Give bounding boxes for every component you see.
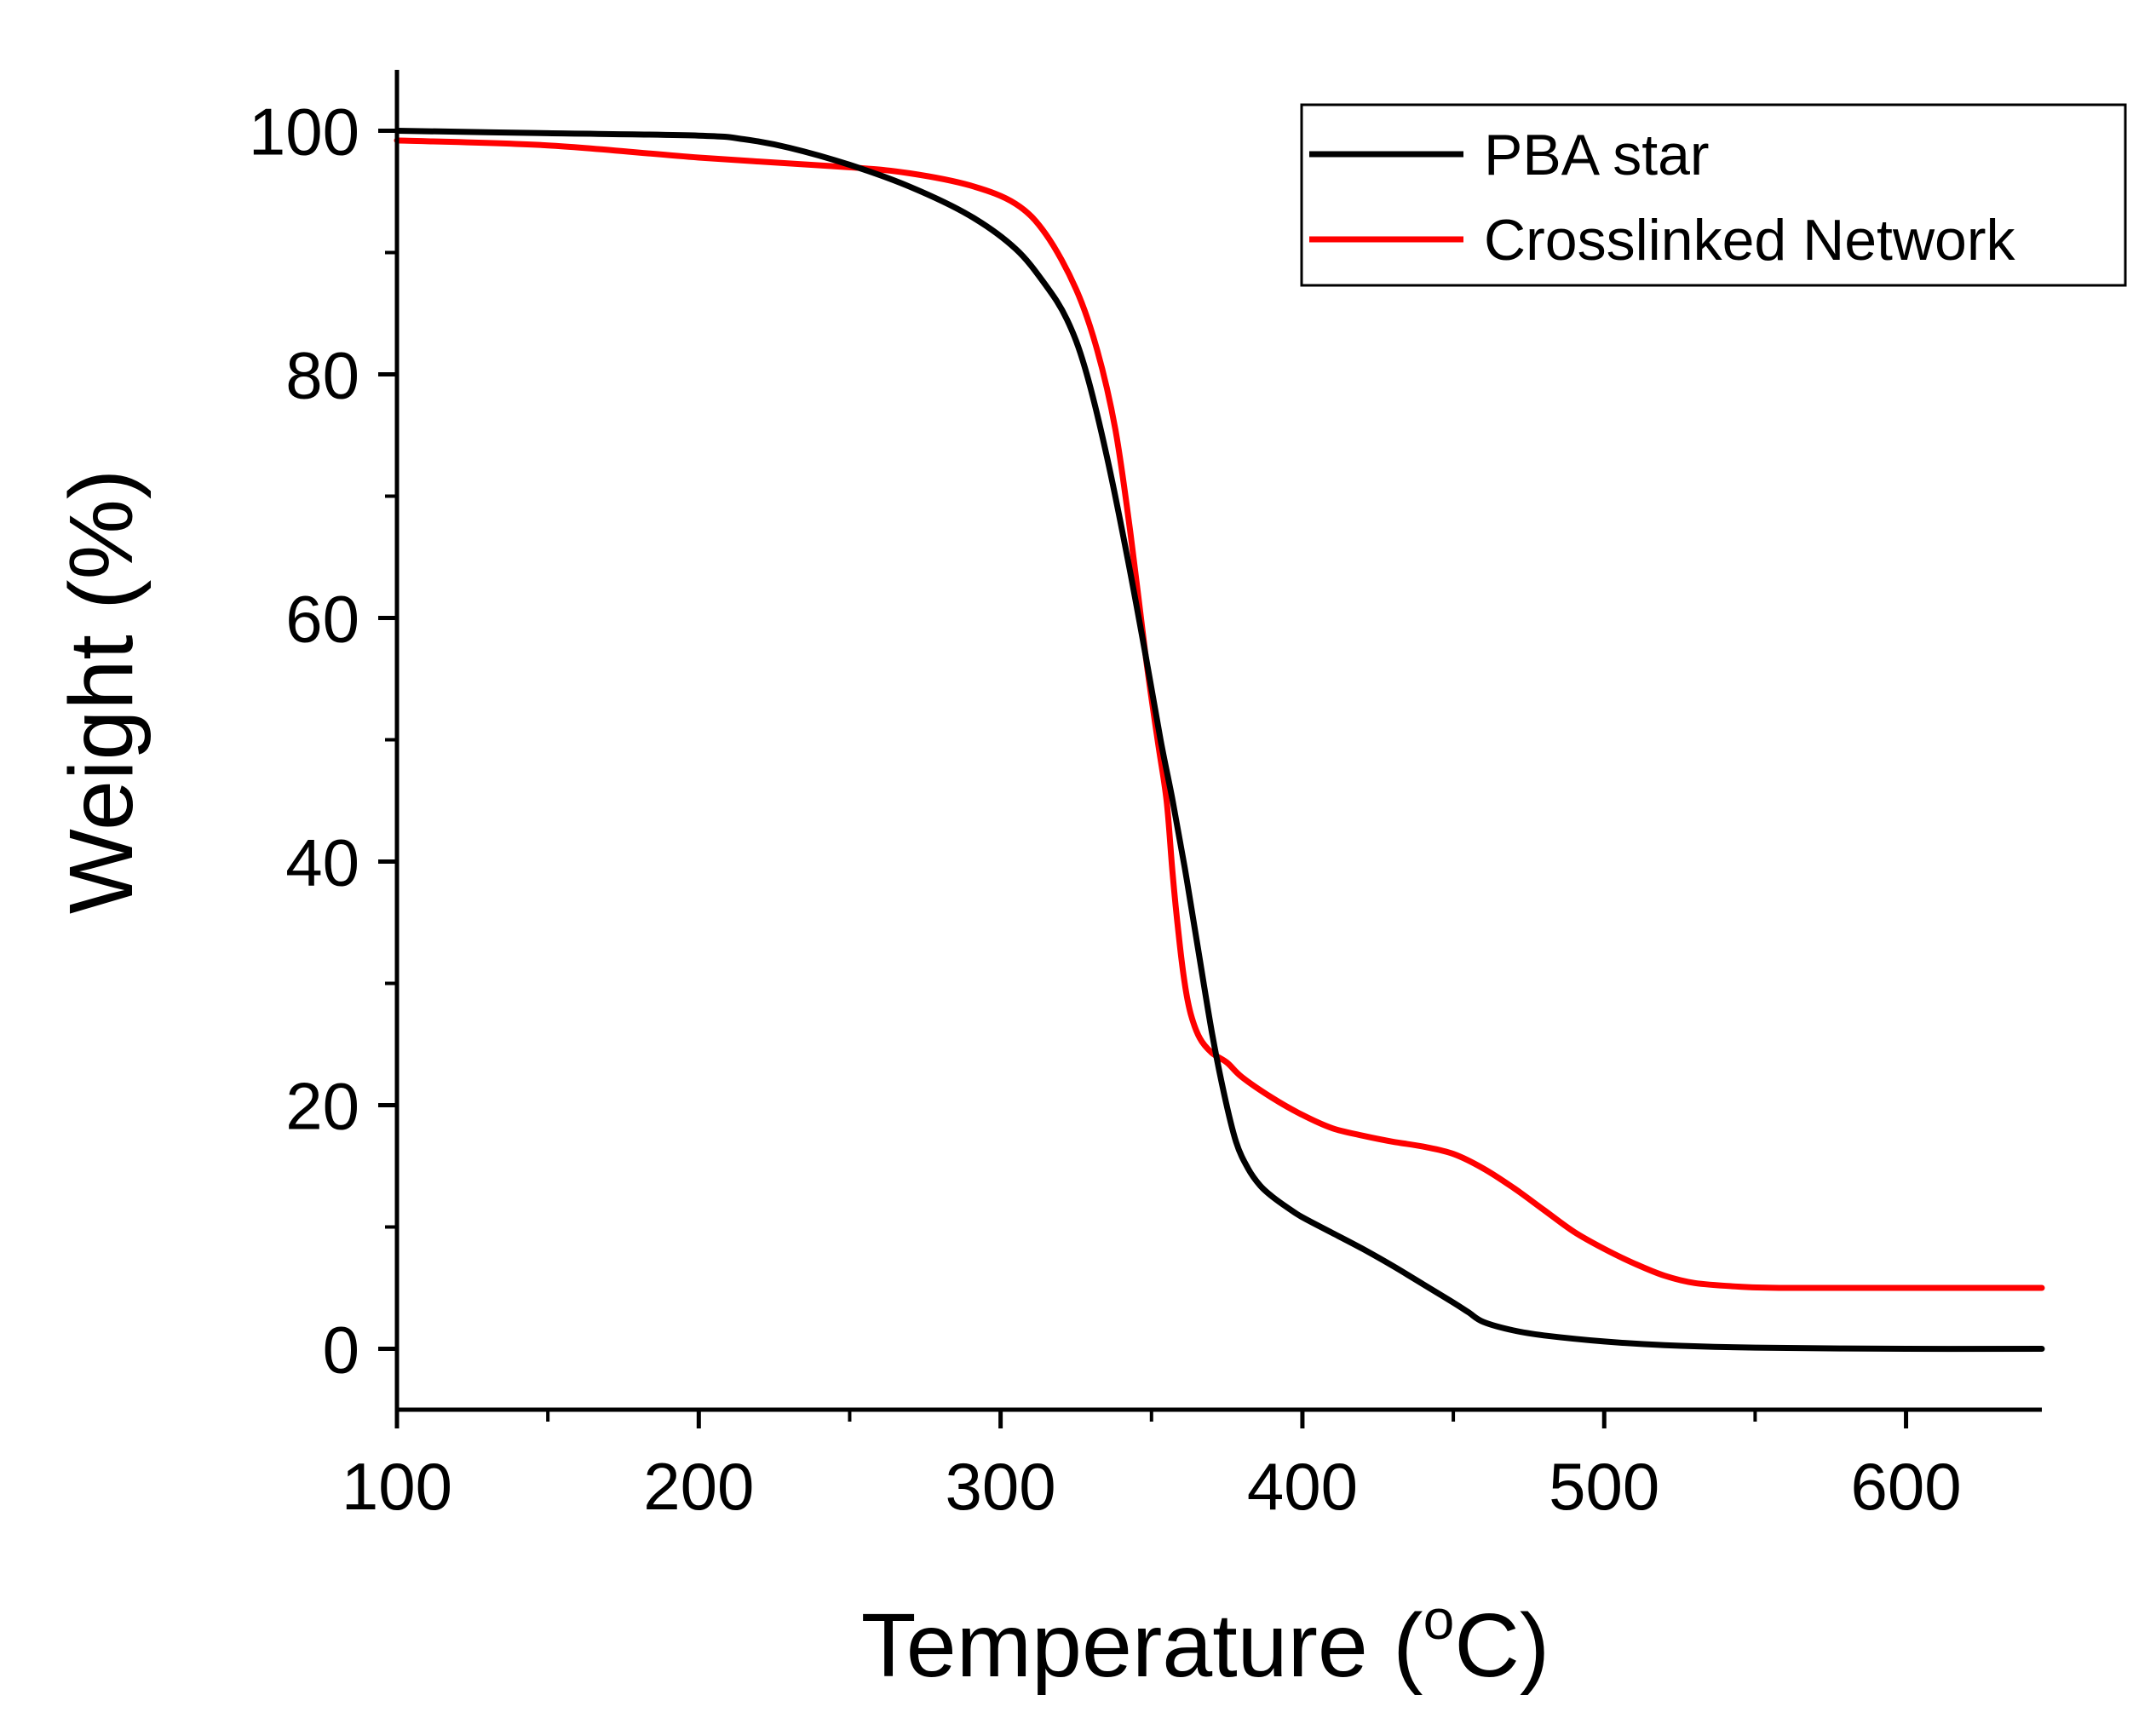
x-axis-title-main: Temperature ( bbox=[861, 1595, 1423, 1696]
x-axis-title-unit: C) bbox=[1454, 1595, 1549, 1696]
y-tick-label: 60 bbox=[285, 582, 359, 657]
y-tick-labels: 0 20 40 60 80 100 bbox=[249, 95, 359, 1388]
legend-box bbox=[1300, 103, 2127, 287]
x-tick-label: 300 bbox=[946, 1449, 1056, 1524]
x-tick-labels: 100 200 300 400 500 600 bbox=[342, 1449, 1962, 1524]
x-tick-label: 400 bbox=[1247, 1449, 1358, 1524]
y-tick-label: 20 bbox=[285, 1069, 359, 1144]
x-tick-label: 600 bbox=[1850, 1449, 1961, 1524]
legend: PBA star Crosslinked Network bbox=[1300, 103, 2127, 287]
y-tick-label: 0 bbox=[323, 1313, 359, 1388]
legend-label-pba-star: PBA star bbox=[1484, 123, 1710, 187]
y-tick-label: 80 bbox=[285, 338, 359, 413]
x-tick-label: 100 bbox=[342, 1449, 452, 1524]
x-tick-label: 500 bbox=[1549, 1449, 1659, 1524]
series-line-crosslinked-network bbox=[394, 137, 2045, 1291]
x-axis-title: Temperature (oC) bbox=[861, 1588, 1549, 1696]
x-axis-title-degree: o bbox=[1423, 1588, 1455, 1651]
y-axis-title: Weight (%) bbox=[51, 469, 152, 914]
series-layer bbox=[394, 128, 2045, 1353]
y-tick-label: 40 bbox=[285, 825, 359, 900]
ticks-layer bbox=[378, 129, 1909, 1428]
series-line-pba-star bbox=[394, 128, 2045, 1353]
x-tick-label: 200 bbox=[643, 1449, 754, 1524]
y-tick-label: 100 bbox=[249, 95, 359, 170]
legend-label-crosslinked-network: Crosslinked Network bbox=[1484, 208, 2016, 273]
